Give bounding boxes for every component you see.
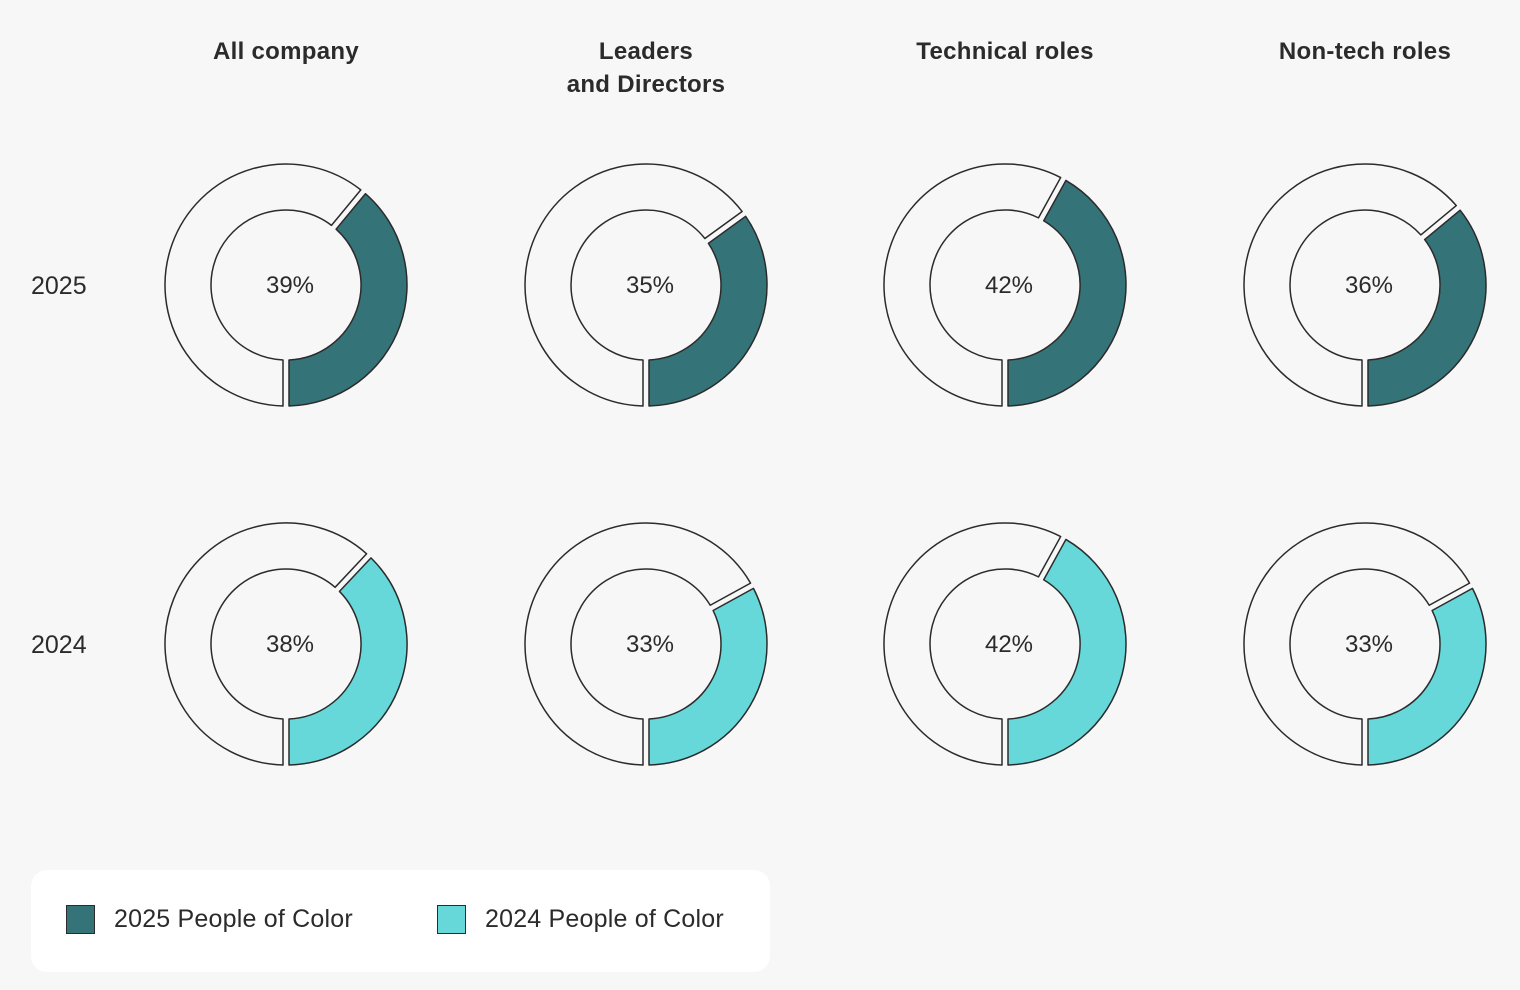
donut-slice-remainder [1243,163,1458,407]
donut-2024-0: 38% [164,522,408,766]
donut-2025-1: 35% [524,163,768,407]
donut-slice-value [1367,209,1487,407]
donut-center-label: 42% [985,272,1033,299]
row-label-2025: 2025 [31,272,87,300]
donut-2024-2: 42% [883,522,1127,766]
donut-center-label: 33% [626,631,674,658]
donut-slice-remainder [524,163,743,407]
donut-center-label: 35% [626,272,674,299]
row-label-2024: 2024 [31,631,87,659]
legend-item-2024: 2024 People of Color [437,905,724,934]
donut-slice-value [648,215,768,407]
donut-2025-2: 42% [883,163,1127,407]
donut-center-label: 33% [1345,631,1393,658]
donut-slice-value [1007,538,1127,766]
donut-slice-remainder [164,163,362,407]
donut-center-label: 39% [266,272,314,299]
column-title: All company [213,38,359,65]
legend-swatch-2024 [437,905,466,934]
column-title: Leaders and Directors [567,38,726,98]
legend-label-2024: 2024 People of Color [485,905,724,933]
donut-slice-remainder [164,522,368,766]
legend-label-2025: 2025 People of Color [114,905,353,933]
column-title: Technical roles [916,38,1093,65]
legend: 2025 People of Color 2024 People of Colo… [31,870,770,972]
donut-2024-1: 33% [524,522,768,766]
legend-swatch-2025 [66,905,95,934]
donut-slice-remainder [524,522,752,766]
donut-center-label: 36% [1345,272,1393,299]
donut-2025-0: 39% [164,163,408,407]
donut-2025-3: 36% [1243,163,1487,407]
donut-slice-remainder [1243,522,1471,766]
donut-slice-remainder [883,163,1062,407]
donut-slice-value [288,557,408,766]
donut-slice-remainder [883,522,1062,766]
donut-slice-value [648,587,768,766]
legend-item-2025: 2025 People of Color [66,905,353,934]
column-title: Non-tech roles [1279,38,1451,65]
donut-slice-value [288,192,408,407]
donut-2024-3: 33% [1243,522,1487,766]
donut-center-label: 42% [985,631,1033,658]
donut-slice-value [1367,587,1487,766]
donut-slice-value [1007,179,1127,407]
donut-center-label: 38% [266,631,314,658]
